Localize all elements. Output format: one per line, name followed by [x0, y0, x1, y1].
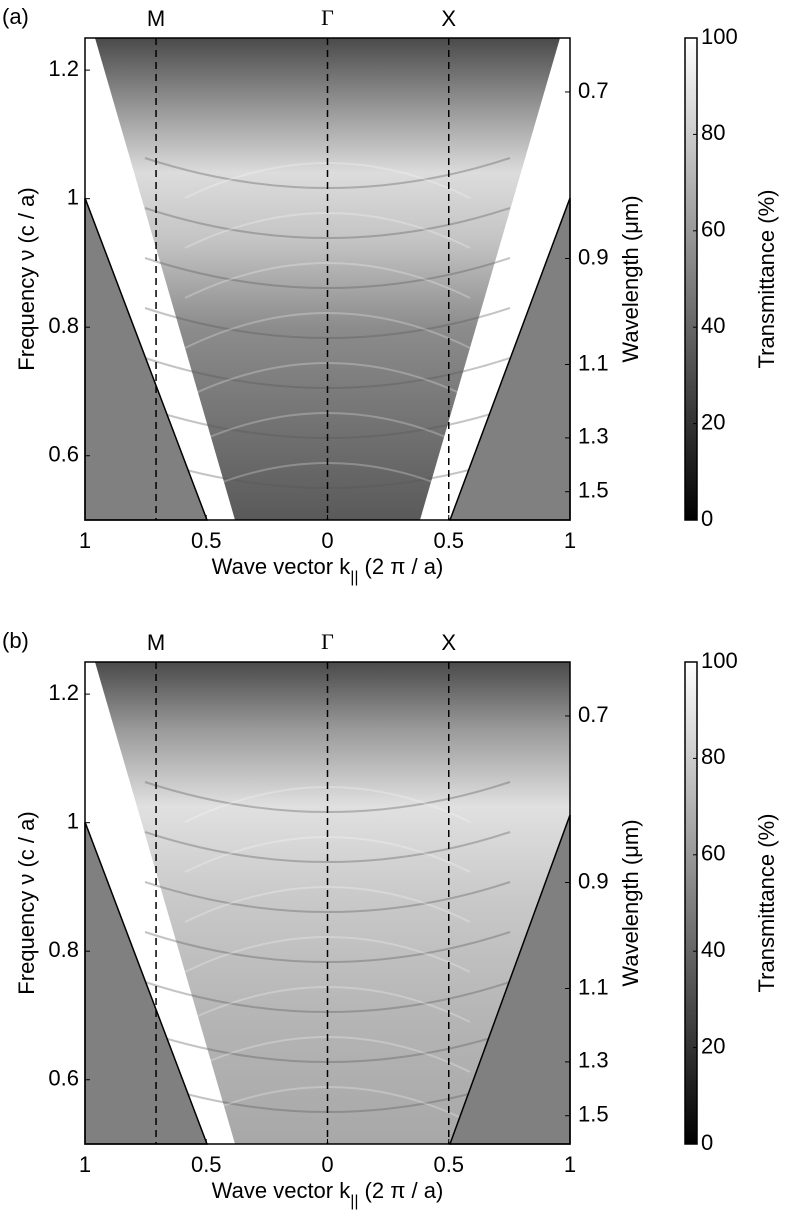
x-axis-label-subscript: || [350, 1193, 358, 1210]
x-tick-label: 0.5 [433, 528, 464, 553]
y-tick-label: 1.2 [48, 680, 79, 705]
colorbar-tick-label: 100 [701, 648, 738, 673]
y2-tick-label: 0.9 [578, 244, 609, 269]
x-axis-label: Wave vector k|| (2 π / a) [212, 554, 444, 586]
x-axis-label: Wave vector k|| (2 π / a) [212, 1178, 444, 1210]
y2-tick-label: 0.9 [578, 868, 609, 893]
symmetry-label: X [441, 6, 456, 31]
colorbar-tick-label: 100 [701, 24, 738, 49]
colorbar-tick-label: 80 [701, 744, 725, 769]
x-tick-label: 1 [79, 1152, 91, 1177]
x-tick-label: 0.5 [191, 528, 222, 553]
y2-tick-label: 1.1 [578, 350, 609, 375]
heatmap [84, 662, 571, 1145]
y-tick-label: 1 [67, 808, 79, 833]
colorbar-tick-label: 60 [701, 841, 725, 866]
x-tick-label: 0.5 [191, 1152, 222, 1177]
colorbar [684, 37, 698, 521]
band-curve [184, 312, 471, 349]
y-tick-label: 0.8 [48, 313, 79, 338]
symmetry-label: Γ [321, 629, 334, 654]
x-axis-label-main: Wave vector k [212, 1178, 352, 1203]
x-tick-label: 0 [321, 528, 333, 553]
colorbar-tick-label: 20 [701, 409, 725, 434]
colorbar-tick-label: 40 [701, 313, 725, 338]
y2-tick-label: 0.7 [578, 702, 609, 727]
colorbar-tick-label: 40 [701, 937, 725, 962]
x-axis-label-suffix: (2 π / a) [365, 554, 444, 579]
colorbar-tick-label: 0 [701, 1130, 713, 1155]
heatmap-field [95, 662, 570, 1144]
y2-tick-label: 1.5 [578, 478, 609, 503]
band-curve [184, 262, 471, 299]
y2-tick-label: 1.1 [578, 974, 609, 999]
colorbar-tick-label: 60 [701, 217, 725, 242]
band-curve [144, 831, 511, 863]
x-axis-label-subscript: || [350, 569, 358, 586]
y-tick-label: 0.6 [48, 1066, 79, 1091]
y2-tick-label: 1.5 [578, 1102, 609, 1127]
x-tick-label: 1 [564, 528, 576, 553]
colorbar [684, 661, 698, 1145]
band-curve [144, 207, 511, 239]
panel-label: (a) [2, 4, 29, 29]
band-curve [144, 881, 511, 913]
y-axis-label: Frequency ν (c / a) [14, 811, 39, 994]
colorbar-tick-label: 20 [701, 1033, 725, 1058]
y2-axis-label: Wavelength (μm) [618, 195, 643, 362]
panel-label: (b) [2, 628, 29, 653]
band-curve [184, 886, 471, 923]
y2-tick-label: 1.3 [578, 424, 609, 449]
y-tick-label: 0.6 [48, 442, 79, 467]
symmetry-label: M [147, 6, 165, 31]
symmetry-label: Γ [321, 5, 334, 30]
y2-axis-label: Wavelength (μm) [618, 819, 643, 986]
x-tick-label: 0.5 [433, 1152, 464, 1177]
colorbar-tick-label: 0 [701, 506, 713, 531]
colorbar-label: Transmittance (%) [754, 190, 779, 369]
symmetry-label: M [147, 630, 165, 655]
y2-tick-label: 0.7 [578, 78, 609, 103]
band-curve [184, 936, 471, 973]
y-tick-label: 0.8 [48, 937, 79, 962]
y-tick-label: 1.2 [48, 56, 79, 81]
symmetry-label: X [441, 630, 456, 655]
x-tick-label: 1 [79, 528, 91, 553]
colorbar-tick-label: 80 [701, 120, 725, 145]
x-tick-label: 1 [564, 1152, 576, 1177]
x-axis-label-main: Wave vector k [212, 554, 352, 579]
x-axis-label-suffix: (2 π / a) [365, 1178, 444, 1203]
y2-tick-label: 1.3 [578, 1048, 609, 1073]
band-curve [144, 257, 511, 289]
x-tick-label: 0 [321, 1152, 333, 1177]
y-axis-label: Frequency ν (c / a) [14, 187, 39, 370]
y-tick-label: 1 [67, 184, 79, 209]
colorbar-label: Transmittance (%) [754, 814, 779, 993]
